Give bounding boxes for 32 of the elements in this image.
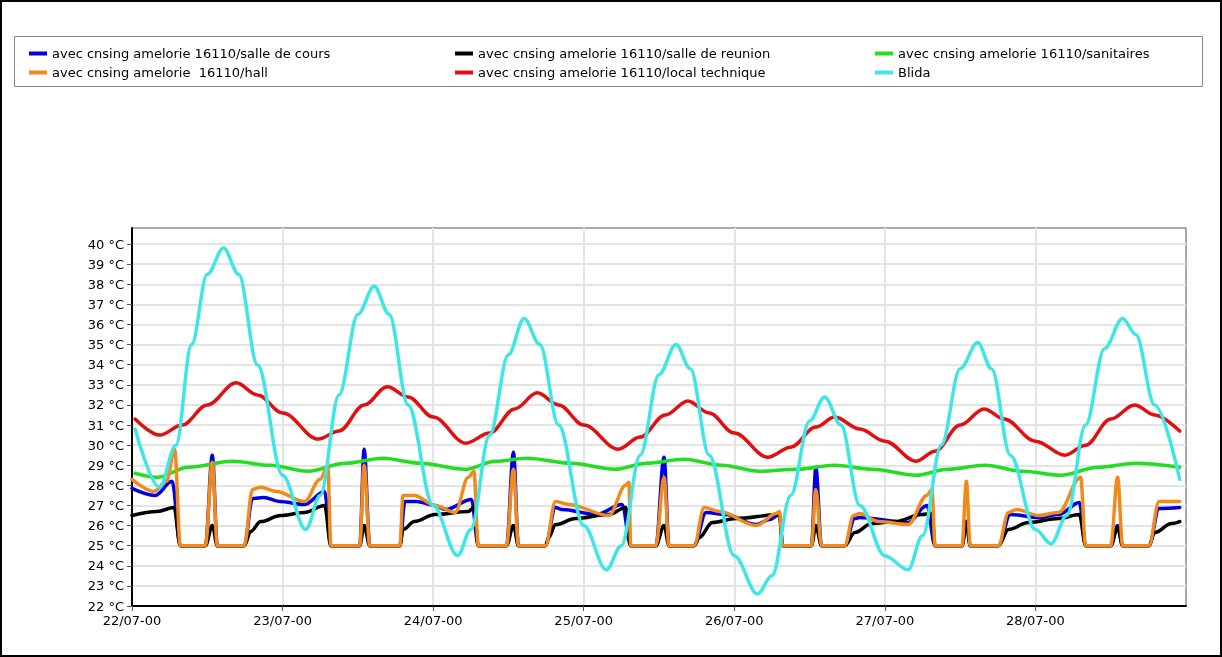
x-tick-label: 23/07-00 — [253, 613, 312, 628]
x-tick-label: 28/07-00 — [1006, 613, 1065, 628]
y-tick-label: 26 °C — [87, 518, 124, 534]
y-tick-label: 23 °C — [87, 578, 124, 594]
x-tick-label: 24/07-00 — [403, 613, 463, 628]
y-tick-label: 34 °C — [87, 357, 124, 373]
legend-label: avec cnsing amelorie 16110/hall — [52, 65, 268, 80]
y-tick-label: 24 °C — [87, 558, 124, 574]
legend-label: avec cnsing amelorie 16110/salle de reunion — [478, 46, 771, 61]
y-tick-label: 39 °C — [87, 256, 124, 272]
y-tick-label: 33 °C — [87, 377, 124, 393]
y-tick-label: 38 °C — [87, 276, 124, 292]
legend-label: avec cnsing amelorie 16110/sanitaires — [898, 46, 1150, 61]
y-tick-label: 32 °C — [87, 397, 124, 413]
y-tick-label: 29 °C — [87, 457, 124, 473]
legend-label: avec cnsing amelorie 16110/local technique — [478, 65, 766, 80]
y-tick-label: 36 °C — [87, 317, 124, 333]
y-tick-label: 30 °C — [87, 437, 124, 453]
y-tick-label: 28 °C — [87, 477, 124, 493]
y-tick-label: 27 °C — [87, 497, 124, 513]
x-tick-label: 22/07-00 — [102, 613, 162, 628]
y-tick-label: 37 °C — [87, 296, 124, 312]
x-tick-label: 25/07-00 — [554, 613, 614, 628]
x-tick-label: 26/07-00 — [704, 613, 764, 628]
y-tick-label: 40 °C — [87, 236, 124, 252]
legend-label: Blida — [898, 65, 931, 80]
x-tick-label: 27/07-00 — [855, 613, 915, 628]
y-tick-label: 25 °C — [87, 538, 124, 554]
y-tick-label: 22 °C — [87, 598, 124, 614]
legend-label: avec cnsing amelorie 16110/salle de cours — [52, 46, 331, 61]
y-tick-label: 35 °C — [87, 337, 124, 353]
y-tick-label: 31 °C — [87, 417, 124, 433]
